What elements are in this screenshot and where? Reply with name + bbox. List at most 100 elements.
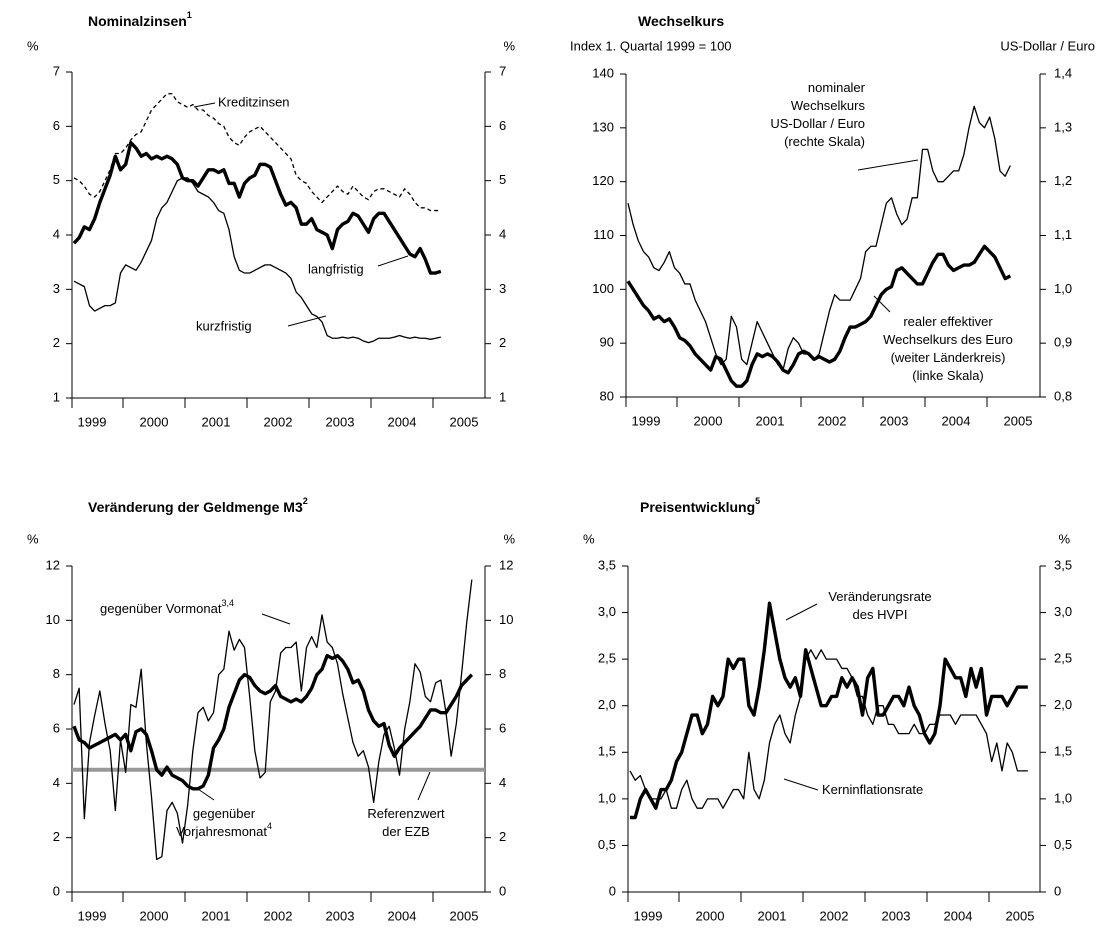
y-tick-label: 3,5	[598, 557, 616, 572]
x-tick-label: 2003	[880, 413, 909, 428]
data-line	[627, 105, 1011, 371]
data-line	[73, 93, 441, 212]
y-tick-label: 3,0	[598, 604, 616, 619]
annotation-text: Wechselkurs	[791, 98, 866, 113]
annotation-text: gegenüber Vormonat	[100, 601, 222, 616]
annotation-text: Vorjahresmonat	[176, 824, 267, 839]
chart-title-sup: 2	[303, 496, 308, 506]
y2-tick-label: 5	[499, 172, 506, 187]
x-tick-label: 1999	[78, 414, 107, 429]
y-tick-label: 100	[592, 281, 614, 296]
y-tick-label: 2	[53, 335, 60, 350]
y-tick-label: 120	[592, 173, 614, 188]
y2-tick-label: 3,5	[1054, 557, 1072, 572]
annotation-text: US-Dollar / Euro	[770, 116, 865, 131]
y2-tick-label: 1,5	[1054, 744, 1072, 759]
annotation: Wechselkurs des Euro	[883, 332, 1013, 347]
y-tick-label: 1,0	[598, 790, 616, 805]
series-label: kurzfristig	[196, 318, 252, 333]
annotation: gegenüber Vormonat3,4	[100, 598, 234, 616]
chart-title: Preisentwicklung5	[640, 496, 760, 514]
data-line	[73, 177, 441, 344]
annotation: Vorjahresmonat4	[176, 821, 272, 839]
y-axis-label: Index 1. Quartal 1999 = 100	[570, 38, 732, 53]
annotation: Wechselkurs	[791, 98, 866, 113]
y2-tick-label: 8	[499, 666, 506, 681]
annotation-leader	[197, 788, 215, 801]
annotation-leader	[873, 295, 891, 313]
y2-tick-label: 1,0	[1054, 790, 1072, 805]
series-label: langfristig	[308, 261, 364, 276]
y2-tick-label: 10	[499, 612, 513, 627]
y-tick-label: 0	[609, 883, 616, 898]
x-tick-label: 2001	[758, 908, 787, 923]
y-tick-label: 8	[53, 666, 60, 681]
y-tick-label: 4	[53, 226, 60, 241]
y-tick-label: 130	[592, 119, 614, 134]
annotation-leader	[377, 255, 409, 267]
chart-title-text: Nominalzinsen	[88, 13, 187, 29]
y-tick-label: 2	[53, 829, 60, 844]
chart-title-text: Veränderung der Geldmenge M3	[88, 499, 303, 515]
y2-tick-label: 0	[499, 883, 506, 898]
x-tick-label: 1999	[632, 413, 661, 428]
x-tick-label: 2002	[820, 908, 849, 923]
y-tick-label: 1	[53, 389, 60, 404]
y2-tick-label: 1,4	[1054, 65, 1072, 80]
y2-tick-label: 7	[499, 63, 506, 78]
y-tick-label: 0	[53, 883, 60, 898]
y-tick-label: 6	[53, 720, 60, 735]
y-tick-label: 1,5	[598, 744, 616, 759]
chart-title-sup: 1	[187, 10, 192, 20]
y-axis-label: %	[583, 531, 595, 546]
annotation: nominaler	[808, 80, 866, 95]
annotation-sup: 4	[267, 821, 272, 831]
annotation: (linke Skala)	[912, 368, 984, 383]
x-tick-label: 2005	[450, 908, 479, 923]
y2-tick-label: 1,2	[1054, 173, 1072, 188]
annotation-leader	[857, 159, 919, 171]
y2-tick-label: 2	[499, 335, 506, 350]
chart-title-text: Preisentwicklung	[640, 499, 755, 515]
x-tick-label: 1999	[634, 908, 663, 923]
y2-tick-label: 1,1	[1054, 227, 1072, 242]
y-tick-label: 80	[600, 388, 614, 403]
y-tick-label: 12	[46, 557, 60, 572]
y2-tick-label: 1,3	[1054, 119, 1072, 134]
annotation: Kerninflationsrate	[822, 782, 923, 797]
chart-title-text: Wechselkurs	[638, 13, 724, 29]
x-tick-label: 2004	[388, 908, 417, 923]
data-line	[72, 140, 442, 275]
y-tick-label: 0,5	[598, 837, 616, 852]
x-tick-label: 2000	[140, 414, 169, 429]
y-tick-label: 5	[53, 172, 60, 187]
annotation-text: (rechte Skala)	[784, 134, 865, 149]
y-tick-label: 140	[592, 65, 614, 80]
chart-title-sup: 5	[755, 496, 760, 506]
y-axis-label: %	[27, 531, 39, 546]
x-tick-label: 2003	[882, 908, 911, 923]
y2-tick-label: 3,0	[1054, 604, 1072, 619]
x-tick-label: 2003	[326, 908, 355, 923]
y-tick-label: 90	[600, 335, 614, 350]
y2-tick-label: 6	[499, 720, 506, 735]
annotation-leader	[287, 315, 327, 327]
y-tick-label: 3	[53, 281, 60, 296]
annotation-sup: 3,4	[221, 598, 234, 608]
y-tick-label: 7	[53, 63, 60, 78]
annotation: (rechte Skala)	[784, 134, 865, 149]
x-tick-label: 2001	[202, 414, 231, 429]
x-tick-label: 2004	[942, 413, 971, 428]
annotation-leader	[193, 102, 216, 108]
y2-tick-label: 2	[499, 829, 506, 844]
y2-tick-label: 0,9	[1054, 335, 1072, 350]
data-line	[630, 601, 1028, 820]
data-line	[629, 649, 1028, 809]
annotation-text: realer effektiver	[903, 314, 993, 329]
annotation-text: Wechselkurs des Euro	[883, 332, 1013, 347]
x-tick-label: 2000	[140, 908, 169, 923]
chart-title: Wechselkurs	[638, 13, 724, 29]
annotation: des HVPI	[853, 607, 908, 622]
annotation: Referenzwert	[367, 806, 445, 821]
